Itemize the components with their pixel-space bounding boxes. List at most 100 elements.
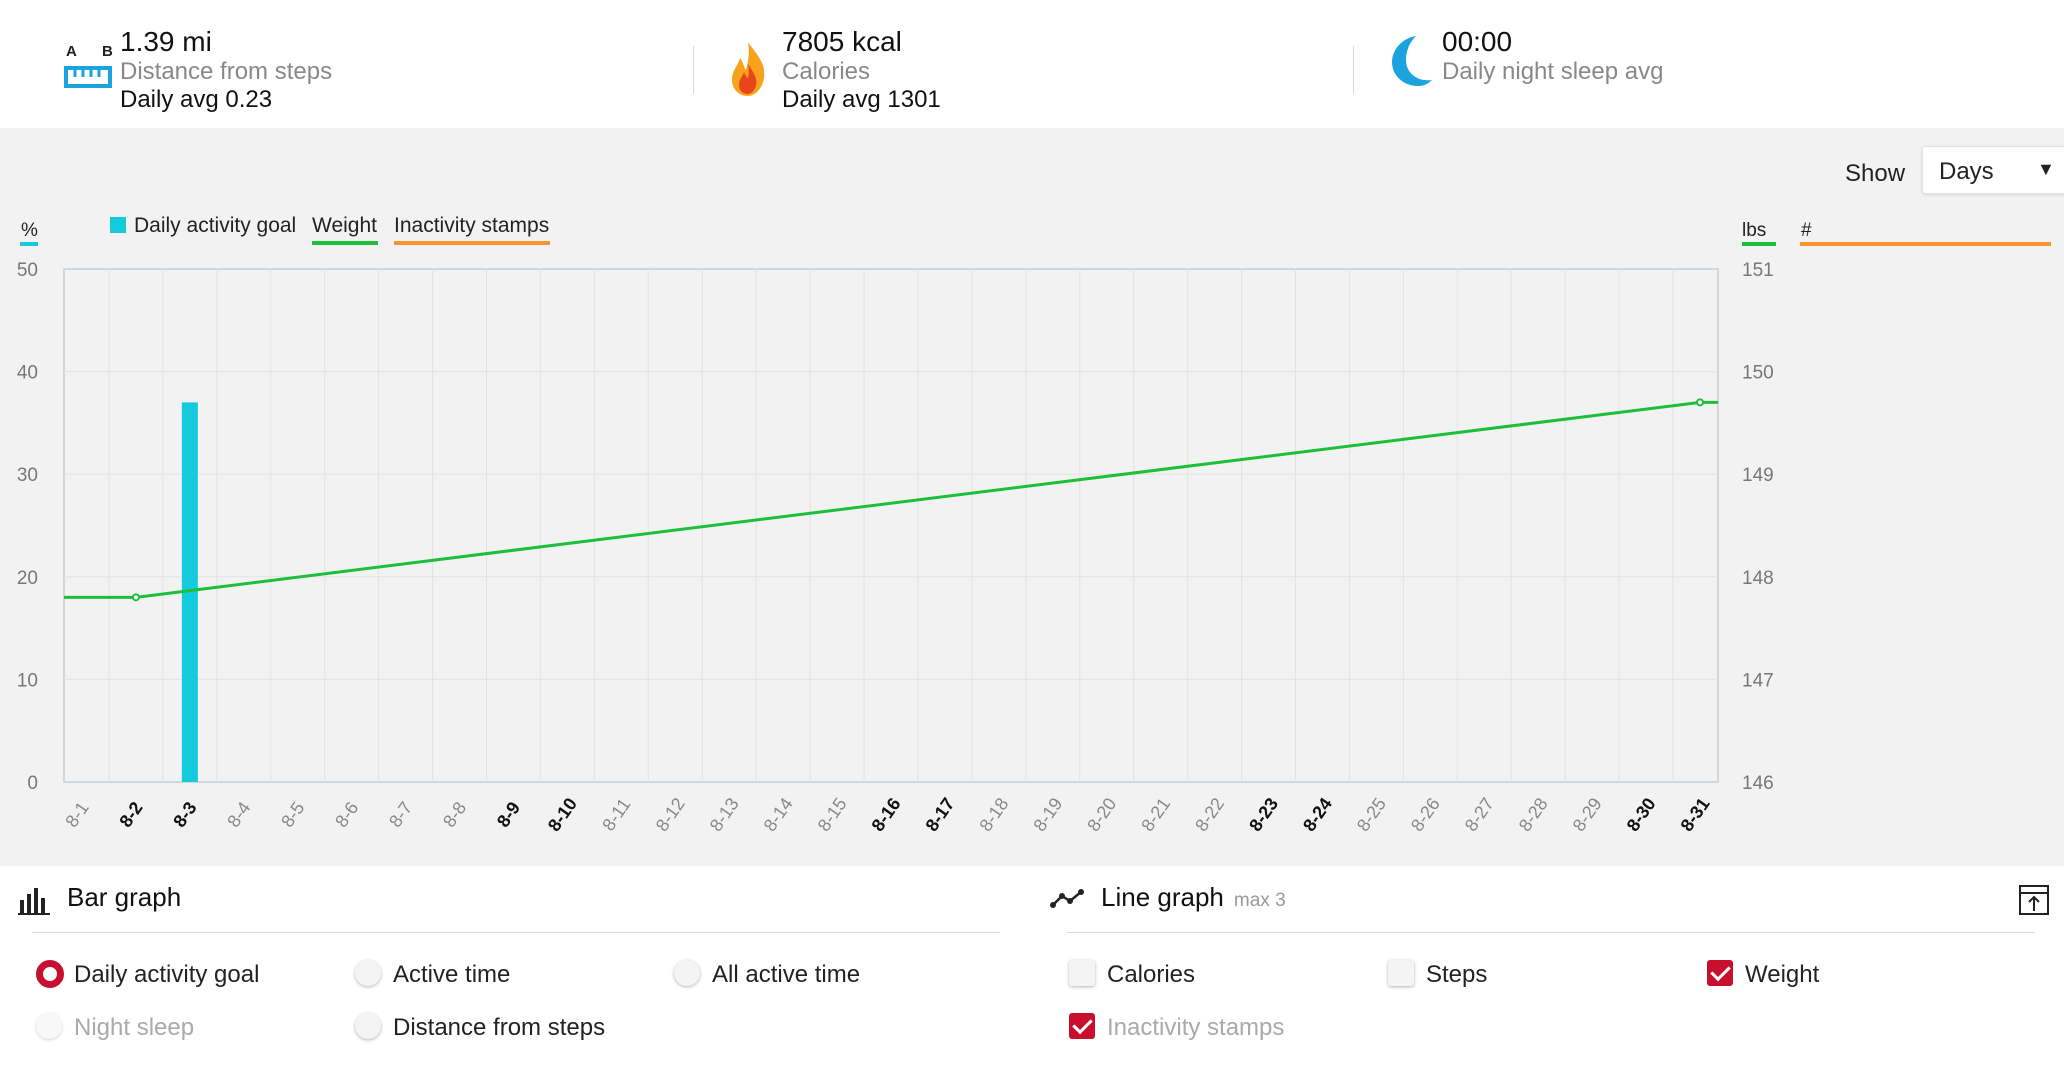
summary-bar: A B 1.39 mi Distance from steps Daily av… [0, 0, 2064, 129]
x-tick-label: 8-20 [1083, 794, 1120, 835]
x-tick-label: 8-28 [1515, 794, 1552, 835]
left-tick-label: 40 [17, 363, 38, 384]
ruler-ab-icon: A B [64, 40, 116, 100]
right-tick-label: 151 [1742, 260, 1774, 281]
bar-activity-goal [181, 402, 198, 782]
right-axis-unit-weight-underline [1742, 242, 1776, 246]
left-tick-label: 0 [27, 773, 38, 794]
right-tick-label: 147 [1742, 670, 1774, 691]
legend-activity-goal[interactable]: Daily activity goal [134, 214, 297, 237]
calories-value: 7805 kcal [782, 26, 902, 57]
x-tick-label: 8-8 [439, 798, 470, 831]
moon-icon [1386, 32, 1438, 92]
line-graph-title: Line graph max 3 [1101, 882, 1286, 913]
x-tick-label: 8-19 [1029, 794, 1066, 835]
x-tick-label: 8-29 [1569, 794, 1606, 835]
radio-label: Active time [393, 961, 511, 988]
activity-goal-swatch [110, 217, 126, 233]
radio-button[interactable] [674, 960, 700, 986]
right-tick-label: 149 [1742, 465, 1774, 486]
checkbox-label: Calories [1107, 961, 1196, 988]
checkbox-label: Inactivity stamps [1107, 1014, 1285, 1041]
plot-area [63, 268, 1719, 783]
left-tick-label: 50 [17, 260, 38, 281]
calories-daily-avg: Daily avg 1301 [782, 86, 941, 113]
legend-weight-underline [312, 241, 378, 245]
x-tick-label: 8-9 [493, 798, 524, 831]
flame-icon [726, 40, 778, 100]
weight-point [1696, 398, 1704, 407]
x-tick-label: 8-16 [868, 794, 905, 835]
radio-button[interactable] [36, 1013, 62, 1039]
divider [1353, 46, 1354, 94]
line-chart-icon [1050, 888, 1084, 910]
left-tick-label: 20 [17, 568, 38, 589]
x-tick-label: 8-24 [1299, 794, 1336, 835]
radio-button[interactable] [36, 960, 64, 988]
x-tick-label: 8-26 [1407, 794, 1444, 835]
left-axis-unit-underline [20, 242, 38, 246]
x-tick-label: 8-25 [1353, 794, 1390, 835]
distance-value: 1.39 mi [120, 26, 212, 57]
x-tick-label: 8-15 [814, 794, 851, 835]
x-tick-label: 8-22 [1191, 794, 1228, 835]
divider [693, 46, 694, 94]
right-tick-label: 148 [1742, 568, 1774, 589]
x-tick-label: 8-1 [61, 798, 92, 831]
radio-label: Distance from steps [393, 1014, 606, 1041]
line-graph-rule [1067, 932, 2035, 933]
dropdown-arrow-icon: ▼ [2037, 159, 2055, 179]
right-tick-label: 150 [1742, 363, 1774, 384]
svg-text:B: B [102, 43, 113, 60]
line-graph-title-text: Line graph [1101, 882, 1224, 912]
x-tick-label: 8-13 [706, 794, 743, 835]
x-tick-label: 8-21 [1137, 794, 1174, 835]
sleep-label: Daily night sleep avg [1442, 58, 1664, 85]
radio-label: All active time [712, 961, 861, 988]
x-tick-label: 8-12 [652, 794, 689, 835]
checkbox[interactable] [1707, 960, 1733, 986]
calories-label: Calories [782, 58, 871, 85]
radio-button[interactable] [355, 1013, 381, 1039]
svg-text:A: A [66, 43, 77, 60]
x-tick-label: 8-23 [1245, 794, 1282, 835]
radio-label: Daily activity goal [74, 961, 260, 988]
checkbox-label: Steps [1426, 961, 1488, 988]
chart-panel: Show Days ▼ Daily activity goal Weight I… [0, 128, 2064, 866]
right-axis-unit-count-underline [1800, 242, 2051, 246]
x-tick-label: 8-5 [277, 798, 308, 831]
left-tick-label: 30 [17, 465, 38, 486]
bar-graph-rule [32, 932, 1000, 933]
legend-weight[interactable]: Weight [312, 214, 377, 237]
x-tick-label: 8-3 [169, 798, 200, 831]
legend-inactivity[interactable]: Inactivity stamps [394, 214, 550, 237]
checkbox[interactable] [1388, 960, 1414, 986]
left-axis-unit: % [21, 220, 38, 241]
x-tick-label: 8-31 [1677, 794, 1714, 835]
activity-chart: 0 10 20 30 40 50 146 147 148 149 150 151 8-1 8-2 8-3 8-… [17, 260, 1774, 835]
right-axis-unit-count: # [1801, 220, 1812, 241]
x-tick-label: 8-10 [544, 794, 581, 835]
show-label: Show [1845, 160, 1906, 187]
line-graph-max: max 3 [1233, 890, 1286, 911]
legend-inactivity-underline [394, 241, 550, 245]
x-tick-label: 8-6 [331, 798, 362, 831]
x-tick-label: 8-18 [975, 794, 1012, 835]
checkbox-label: Weight [1745, 961, 1820, 988]
checkbox[interactable] [1069, 960, 1095, 986]
period-select[interactable]: Days ▼ [1922, 146, 2064, 194]
bar-chart-icon [18, 884, 50, 916]
bar-graph-title: Bar graph [67, 882, 182, 912]
x-tick-label: 8-17 [921, 794, 958, 835]
left-tick-label: 10 [17, 670, 38, 691]
weight-point [131, 593, 140, 602]
x-tick-label: 8-27 [1461, 794, 1498, 835]
checkbox[interactable] [1069, 1013, 1095, 1039]
right-tick-label: 146 [1742, 773, 1774, 794]
radio-button[interactable] [355, 960, 381, 986]
export-icon[interactable] [2018, 884, 2050, 916]
right-axis-unit-weight: lbs [1742, 220, 1767, 241]
sleep-value: 00:00 [1442, 26, 1513, 57]
distance-daily-avg: Daily avg 0.23 [120, 86, 273, 113]
graph-options: Bar graph Daily activity goal Active tim… [0, 866, 2064, 1083]
